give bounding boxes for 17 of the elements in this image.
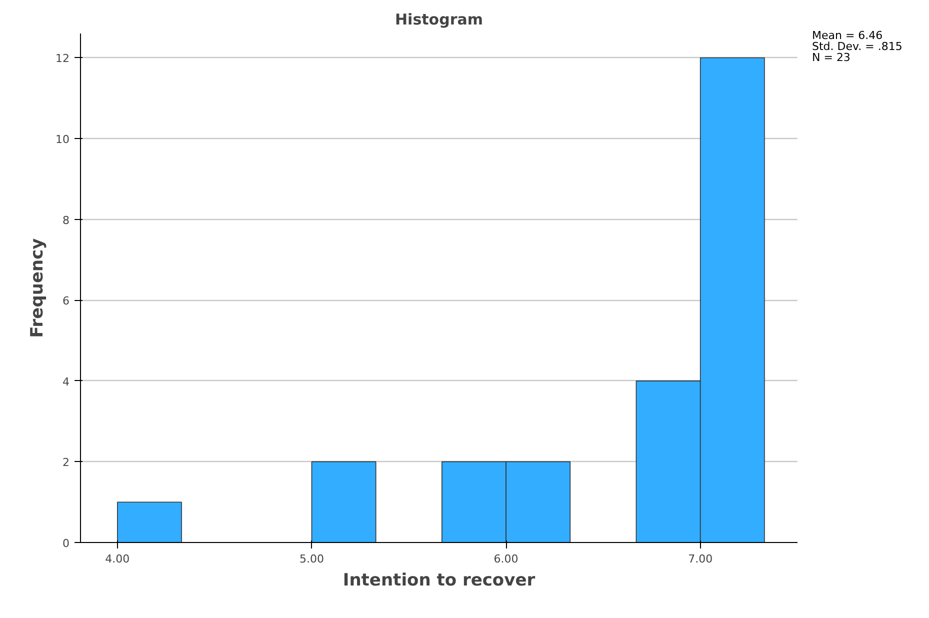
x-tick-label: 7.00 xyxy=(688,552,713,566)
y-tick-label: 6 xyxy=(62,294,70,308)
text: Mean = 6.46 xyxy=(812,29,883,42)
y-tick-label: 8 xyxy=(62,214,70,227)
x-tick-label: 4.00 xyxy=(105,552,130,566)
x-tick-label: 6.00 xyxy=(494,552,518,566)
x-axis-title: Intention to recover xyxy=(342,570,536,590)
chart-title: Histogram xyxy=(395,10,484,28)
y-tick-label: 10 xyxy=(56,133,70,146)
y-axis-title: Frequency xyxy=(28,238,48,338)
y-tick-label: 0 xyxy=(62,537,70,550)
y-tick-label: 2 xyxy=(62,456,70,470)
y-tick-label: 4 xyxy=(62,375,70,388)
text: N = 23 xyxy=(812,51,850,64)
y-tick-label: 12 xyxy=(56,52,70,66)
text: Std. Dev. = .815 xyxy=(812,40,902,53)
x-tick-label: 5.00 xyxy=(299,552,324,566)
